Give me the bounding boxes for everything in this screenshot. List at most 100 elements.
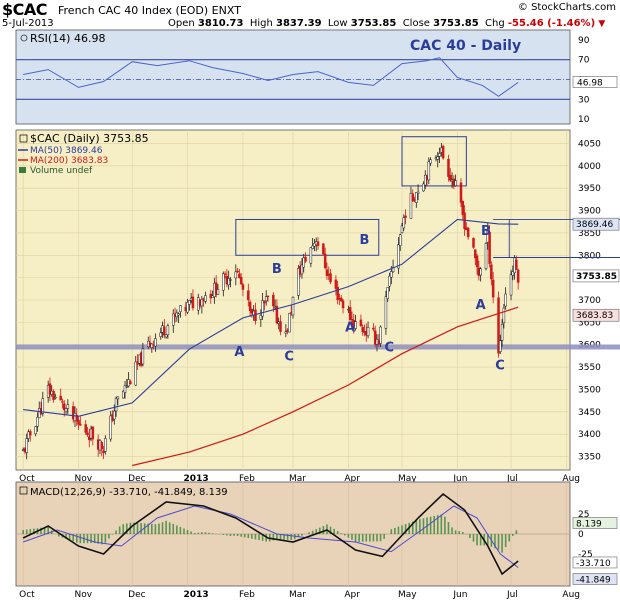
- candle-body: [397, 244, 400, 269]
- ohlc-summary: Open 3810.73 High 3837.39 Low 3753.85 Cl…: [168, 18, 605, 29]
- candle-body: [154, 338, 157, 347]
- price-last-value-box: [572, 308, 620, 322]
- candle-body: [61, 401, 64, 403]
- candle-body: [386, 287, 389, 299]
- candle-body: [490, 264, 493, 280]
- candle-body: [484, 243, 488, 269]
- price-x-tick: Dec: [128, 474, 145, 484]
- candle-body: [159, 332, 163, 337]
- candle-body: [479, 268, 482, 276]
- candle-body: [102, 450, 105, 453]
- volume-legend: Volume undef: [30, 166, 93, 176]
- candle-body: [29, 431, 32, 436]
- price-legend-main: $CAC (Daily) 3753.85: [30, 132, 149, 145]
- macd-x-tick: Aug: [562, 590, 580, 600]
- candle-body: [409, 193, 413, 219]
- change-label: Chg: [485, 18, 505, 29]
- candle-body: [441, 145, 445, 159]
- price-x-tick: Feb: [239, 474, 255, 484]
- candle-body: [284, 331, 288, 334]
- price-legend-marker: [19, 134, 28, 143]
- candle-body: [427, 161, 431, 181]
- candle-body: [366, 327, 370, 337]
- candle-body: [34, 426, 37, 435]
- candle-body: [52, 390, 55, 400]
- candle-body: [134, 361, 137, 386]
- macd-last-value: 8.139: [576, 519, 602, 529]
- rsi-tick-label: 90: [578, 36, 590, 46]
- candle-body: [239, 277, 243, 285]
- candle-body: [141, 348, 145, 365]
- candle-body: [236, 270, 239, 273]
- candle-body: [474, 249, 477, 259]
- candle-body: [123, 385, 127, 393]
- candle-body: [502, 307, 506, 324]
- candle-body: [247, 290, 250, 301]
- wave-label: A: [476, 298, 486, 313]
- macd-x-tick: Dec: [128, 590, 145, 600]
- candle-body: [350, 318, 354, 321]
- macd-x-tick: Oct: [19, 590, 35, 600]
- candle-body: [504, 293, 507, 307]
- macd-legend-marker: [19, 486, 28, 495]
- candle-body: [454, 180, 457, 186]
- candle-body: [436, 156, 440, 160]
- candle-body: [309, 247, 313, 264]
- candle-body: [509, 274, 513, 296]
- candle-body: [325, 269, 329, 276]
- candle-body: [48, 383, 52, 395]
- candle-body: [459, 182, 463, 203]
- candle-body: [516, 269, 520, 283]
- macd-x-tick: Mar: [289, 590, 306, 600]
- high-label: High: [249, 18, 273, 29]
- rsi-tick-label: 10: [578, 115, 590, 125]
- candle-body: [172, 313, 175, 326]
- macd-tick-label: 25: [578, 510, 589, 520]
- macd-legend: MACD(12,26,9) -33.710, -41.849, 8.139: [30, 487, 228, 498]
- candle-body: [491, 279, 495, 298]
- macd-x-tick: May: [398, 590, 417, 600]
- candle-body: [334, 279, 338, 289]
- candle-body: [84, 424, 87, 433]
- candle-body: [54, 396, 57, 399]
- candle-body: [222, 273, 225, 291]
- candle-body: [291, 296, 295, 316]
- candle-body: [373, 330, 377, 345]
- close-label: Close: [402, 18, 430, 29]
- price-tick-label: 3800: [578, 251, 601, 261]
- candle-body: [288, 313, 291, 333]
- candle-body: [361, 326, 364, 333]
- ma50-line: [23, 218, 519, 417]
- rsi-last-value-box: [572, 76, 618, 88]
- rsi-tick-label: 30: [578, 95, 590, 105]
- macd-x-tick: Jul: [506, 590, 518, 600]
- candle-body: [500, 324, 504, 341]
- candle-body: [400, 225, 404, 233]
- candle-body: [113, 410, 116, 420]
- candle-body: [372, 327, 375, 330]
- wave-label: A: [345, 320, 355, 335]
- down-arrow-icon: ▼: [598, 19, 606, 29]
- volume-legend-swatch: [19, 167, 26, 173]
- candle-body: [41, 398, 45, 414]
- price-x-tick: Jul: [506, 474, 518, 484]
- candle-body: [66, 404, 70, 409]
- price-x-tick: Oct: [19, 474, 35, 484]
- price-tick-label: 3850: [578, 229, 601, 239]
- price-tick-label: 4050: [578, 139, 601, 149]
- candle-body: [272, 294, 275, 307]
- price-last-value: 3753.85: [576, 272, 617, 282]
- candle-body: [129, 381, 132, 385]
- candle-body: [109, 415, 112, 440]
- candle-body: [86, 432, 89, 436]
- candle-body: [216, 289, 220, 295]
- candle-body: [63, 403, 66, 411]
- price-tick-label: 3350: [578, 453, 601, 463]
- candle-body: [259, 315, 263, 320]
- candle-body: [297, 268, 300, 296]
- candle-body: [188, 300, 191, 305]
- candle-body: [75, 414, 79, 422]
- low-value: 3753.85: [350, 18, 397, 29]
- candle-body: [497, 297, 500, 354]
